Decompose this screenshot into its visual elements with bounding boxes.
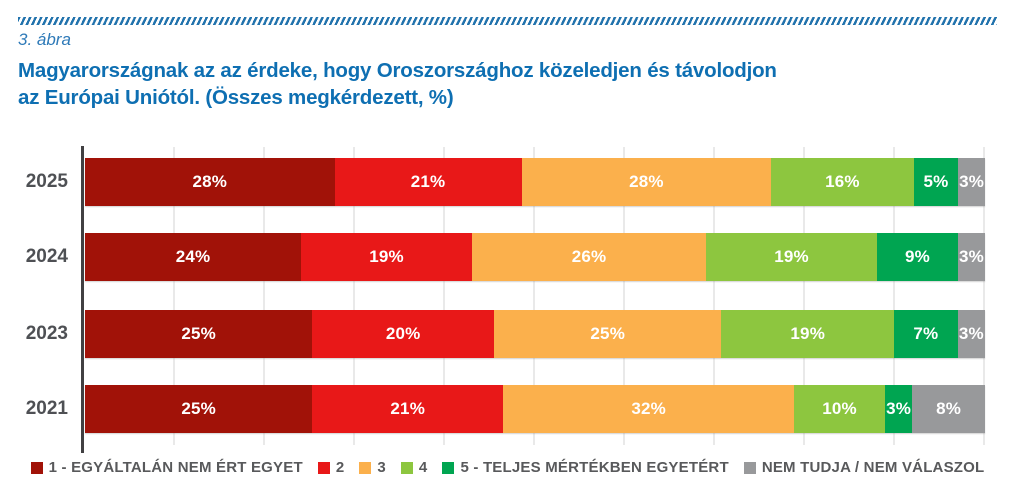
bar-segment: 28% <box>521 158 772 206</box>
chart-title-line1: Magyarországnak az az érdeke, hogy Orosz… <box>18 59 777 82</box>
bar-segment: 26% <box>472 233 706 281</box>
bar-segment: 21% <box>312 385 504 433</box>
bar-segment: 16% <box>771 158 914 206</box>
segment-value-label: 21% <box>410 172 446 191</box>
plot-area: 28% 21% 28% 16% 5% 3% 24% 19% 26% 19% 9% 3% 25% 20% 25… <box>85 147 985 445</box>
legend-swatch <box>743 461 756 474</box>
legend-label: NEM TUDJA / NEM VÁLASZOL <box>761 459 985 476</box>
gridline <box>443 147 445 445</box>
bar-row-2021: 25% 21% 32% 10% 3% 8% <box>85 385 985 433</box>
bar-segment: 3% <box>884 385 913 433</box>
bar-segment: 25% <box>494 310 722 358</box>
year-label: 2021 <box>25 398 68 419</box>
segment-value-label: 19% <box>369 247 404 266</box>
gridline <box>173 147 175 445</box>
bar-segment: 5% <box>913 158 959 206</box>
segment-value-label: 28% <box>192 172 228 191</box>
legend-label: 4 <box>418 459 428 476</box>
gridline <box>983 147 985 445</box>
legend-item: 5 - TELJES MÉRTÉKBEN EGYETÉRT <box>442 459 729 476</box>
segment-value-label: 5% <box>923 172 949 191</box>
bar-segment: 25% <box>85 385 313 433</box>
legend-swatch <box>359 461 372 474</box>
bar-segment: 20% <box>312 310 495 358</box>
bar-segment: 19% <box>706 233 877 281</box>
segment-value-label: 19% <box>790 324 826 343</box>
legend-item: 3 <box>359 459 386 476</box>
bar-segment: 19% <box>721 310 895 358</box>
bar-segment: 7% <box>894 310 958 358</box>
segment-value-label: 20% <box>385 324 421 343</box>
segment-value-label: 7% <box>913 324 939 343</box>
figure-number: 3. ábra <box>18 30 71 49</box>
segment-value-label: 26% <box>571 247 607 266</box>
bar-row-2025: 28% 21% 28% 16% 5% 3% <box>85 158 985 206</box>
top-divider-hatch <box>18 17 997 25</box>
bar-segment: 9% <box>877 233 958 281</box>
legend-swatch <box>317 461 330 474</box>
legend-label: 3 <box>377 459 386 476</box>
gridline <box>533 147 535 445</box>
bar-segment: 19% <box>301 233 472 281</box>
chart-title-line2: az Európai Uniótól. (Összes megkérdezett… <box>18 86 454 109</box>
bar-segment: 10% <box>794 385 885 433</box>
legend-swatch <box>400 461 413 474</box>
gridline <box>713 147 715 445</box>
segment-value-label: 25% <box>590 324 626 343</box>
legend-item: 1 - EGYÁLTALÁN NEM ÉRT EGYET <box>30 459 303 476</box>
legend: 1 - EGYÁLTALÁN NEM ÉRT EGYET 2 3 4 5 - TELJE… <box>0 459 1015 476</box>
gridline <box>893 147 895 445</box>
legend-label: 1 - EGYÁLTALÁN NEM ÉRT EGYET <box>48 459 303 476</box>
gridline <box>803 147 805 445</box>
gridline <box>263 147 265 445</box>
legend-label: 5 - TELJES MÉRTÉKBEN EGYETÉRT <box>460 459 729 476</box>
bar-row-2023: 25% 20% 25% 19% 7% 3% <box>85 310 985 358</box>
segment-value-label: 9% <box>905 247 930 266</box>
bar-segment: 24% <box>85 233 301 281</box>
bar-segment: 25% <box>85 310 313 358</box>
segment-value-label: 19% <box>774 247 809 266</box>
segment-value-label: 24% <box>175 247 211 266</box>
bar-segment: 3% <box>958 158 985 206</box>
segment-value-label: 8% <box>936 399 962 418</box>
y-axis-line <box>81 146 84 453</box>
chart-title: Magyarországnak az az érdeke, hogy Orosz… <box>18 57 777 111</box>
segment-value-label: 21% <box>390 399 426 418</box>
legend-swatch <box>442 461 455 474</box>
legend-swatch <box>30 461 43 474</box>
segment-value-label: 28% <box>629 172 664 191</box>
segment-value-label: 3% <box>959 172 985 191</box>
segment-value-label: 3% <box>959 247 984 266</box>
legend-label: 2 <box>335 459 345 476</box>
segment-value-label: 25% <box>181 324 216 343</box>
legend-item: NEM TUDJA / NEM VÁLASZOL <box>743 459 985 476</box>
y-axis-labels: 2025 2024 2023 2021 <box>0 147 68 445</box>
year-label: 2025 <box>25 171 68 192</box>
segment-value-label: 16% <box>825 172 860 191</box>
gridline <box>623 147 625 445</box>
legend-item: 4 <box>400 459 428 476</box>
segment-value-label: 3% <box>958 324 984 343</box>
bar-segment: 28% <box>85 158 335 206</box>
segment-value-label: 3% <box>886 399 912 418</box>
year-label: 2023 <box>25 323 68 344</box>
segment-value-label: 25% <box>181 399 216 418</box>
segment-value-label: 10% <box>822 399 857 418</box>
year-label: 2024 <box>25 246 68 267</box>
legend-item: 2 <box>317 459 345 476</box>
segment-value-label: 32% <box>631 399 666 418</box>
bar-segment: 3% <box>957 310 985 358</box>
bar-row-2024: 24% 19% 26% 19% 9% 3% <box>85 233 985 281</box>
bar-segment: 32% <box>503 385 795 433</box>
bar-segment: 3% <box>958 233 985 281</box>
bar-segment: 8% <box>912 385 985 433</box>
bar-segment: 21% <box>334 158 522 206</box>
gridline <box>353 147 355 445</box>
